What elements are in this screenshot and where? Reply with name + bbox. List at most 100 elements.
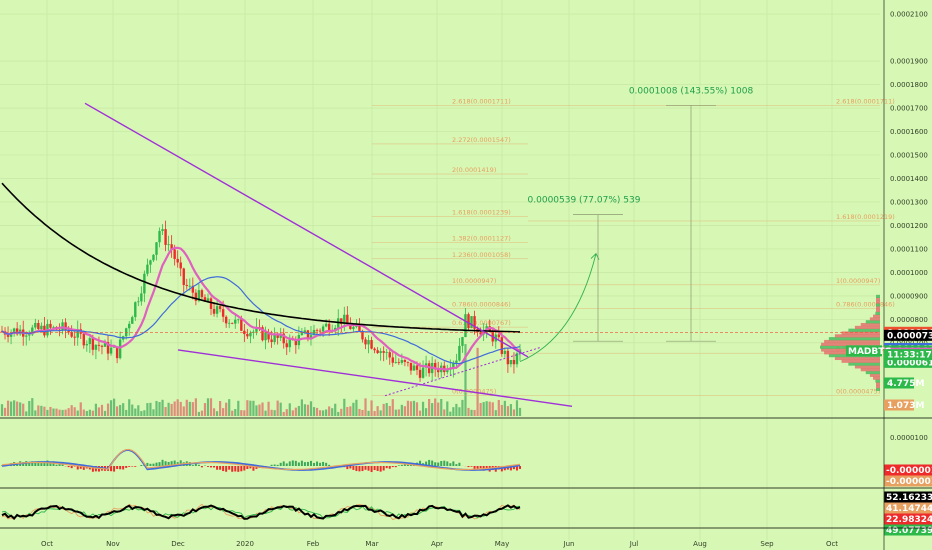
time-tick-label: May [495, 540, 509, 548]
macd-histogram-bar [291, 460, 294, 466]
candle-body [200, 290, 204, 298]
macd-histogram-bar [294, 460, 297, 466]
macd-histogram-bar [149, 463, 152, 466]
volume-bar [267, 401, 270, 416]
candle-body [191, 285, 195, 293]
time-tick-label: Feb [307, 540, 320, 548]
candle-body [488, 326, 491, 333]
candle-body [149, 260, 152, 265]
volume-bar [231, 410, 234, 416]
rsi-tag [884, 524, 932, 536]
candle-body [433, 362, 437, 370]
candle-body [306, 330, 310, 339]
volume-bar [494, 410, 497, 416]
volume-bar [337, 411, 340, 416]
time-tick-label: Jul [629, 540, 639, 548]
volume-profile-bar [834, 334, 880, 338]
candle-body [103, 341, 107, 347]
volume-bar [52, 408, 55, 416]
candle-body [128, 323, 131, 329]
volume-bar [461, 399, 464, 416]
volume-bar [331, 408, 334, 416]
candle-body [155, 242, 158, 255]
macd-histogram-bar [49, 461, 52, 466]
macd-tag [884, 475, 932, 487]
volume-profile-bar [841, 359, 880, 363]
macd-histogram-bar [140, 464, 143, 466]
macd-histogram-bar [376, 466, 379, 471]
candle-body [82, 333, 85, 346]
volume-bar [264, 410, 267, 416]
wedge-lower-line [177, 349, 573, 407]
volume-bar [412, 400, 416, 416]
candle-body [227, 322, 231, 324]
macd-histogram-bar [170, 461, 173, 466]
volume-bar [40, 405, 43, 416]
volume-profile-bar [875, 311, 880, 315]
macd-histogram-bar [40, 461, 43, 466]
candle-body [352, 326, 355, 330]
wedge-upper-line [84, 102, 529, 358]
macd-histogram-bar [437, 462, 440, 466]
volume-bar [409, 401, 413, 416]
macd-histogram-bar [485, 466, 488, 469]
volume-bar [325, 409, 328, 416]
macd-histogram-bar [91, 466, 94, 472]
macd-histogram-bar [191, 465, 194, 466]
volume-bar [225, 402, 228, 416]
candle-body [467, 314, 470, 329]
macd-histogram-bar [31, 461, 34, 466]
macd-histogram-bar [164, 461, 167, 466]
candle-body [512, 359, 516, 365]
volume-bar [491, 402, 494, 416]
candle-body [34, 322, 37, 328]
volume-profile-bar [869, 317, 880, 321]
volume-bar [25, 411, 28, 416]
macd-histogram-bar [443, 460, 446, 466]
volume-bar [179, 401, 182, 416]
macd-tag-text: -0.0000013 [886, 477, 932, 487]
rsi-tag [884, 513, 932, 525]
macd-histogram-bar [73, 466, 76, 467]
macd-histogram-bar [79, 466, 82, 469]
volume-bar [291, 410, 294, 416]
volume-bar [349, 406, 352, 416]
candle-body [303, 330, 307, 333]
macd-histogram-bar [355, 466, 358, 472]
candle-body [206, 298, 210, 302]
volume-bar [321, 410, 325, 416]
macd-histogram-bar [364, 466, 367, 470]
candle-body [76, 329, 79, 338]
volume-bar [431, 403, 434, 416]
volume-bar [334, 403, 337, 416]
candle-body [252, 331, 255, 333]
volume-bar [119, 404, 122, 416]
macd-histogram-bar [300, 460, 303, 466]
candle-body [152, 254, 155, 261]
macd-histogram-bar [431, 460, 434, 466]
macd-histogram-bar [440, 460, 443, 466]
volume-profile-bar [876, 387, 880, 392]
volume-bar [155, 400, 158, 416]
price-tick-label: 0.0001400 [890, 175, 928, 183]
volume-bar [176, 399, 179, 416]
candle-body [240, 319, 243, 331]
macd-histogram-bar [67, 466, 70, 468]
candle-body [309, 335, 313, 339]
candle-body [15, 328, 19, 335]
candle-body [515, 353, 519, 365]
volume-bar [152, 409, 155, 416]
candle-body [85, 344, 89, 346]
macd-histogram-bar [325, 462, 328, 466]
volume-bar [203, 403, 207, 416]
volume-bar [458, 407, 461, 416]
volume-bar [37, 405, 40, 416]
volume-bar [300, 399, 303, 416]
volume-bar [397, 409, 400, 416]
price-tag-text: 0.0000617 [887, 358, 932, 368]
candle-body [6, 334, 10, 337]
volume-bar [167, 402, 170, 416]
volume-bar [70, 405, 73, 416]
volume-bar [64, 409, 67, 416]
